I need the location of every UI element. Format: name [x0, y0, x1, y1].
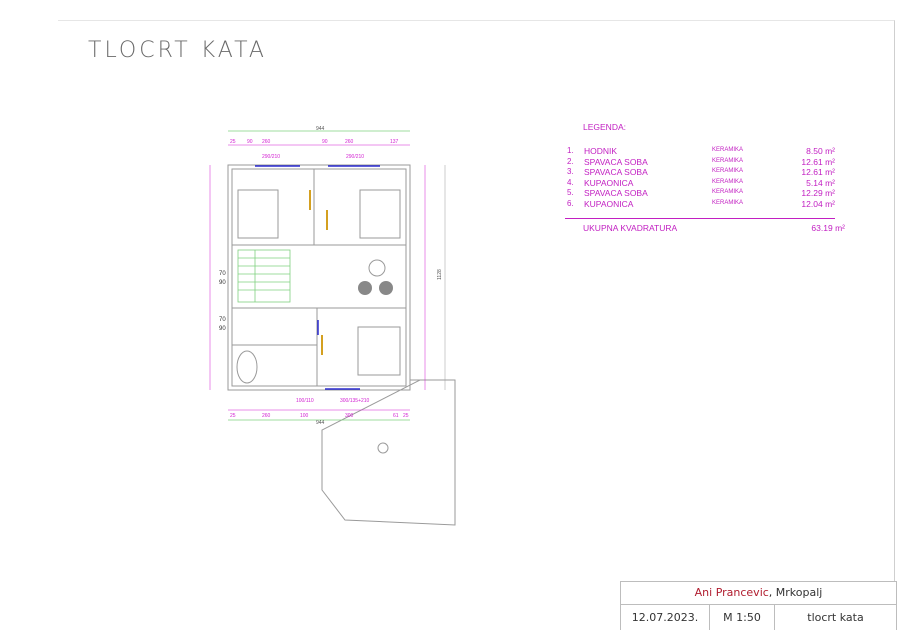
room-number: 4.	[567, 177, 574, 187]
bed	[237, 189, 279, 239]
sheet-name: tlocrt kata	[807, 611, 864, 624]
date: 12.07.2023.	[621, 605, 710, 630]
legend-row: 3. SPAVACA SOBA KERAMIKA 12.61 m²	[565, 167, 835, 177]
legend-row: 2. SPAVACA SOBA KERAMIKA 12.61 m²	[565, 157, 835, 167]
room-area: 12.29 m²	[801, 188, 835, 198]
room-name: SPAVACA SOBA	[584, 188, 648, 198]
room-material: KERAMIKA	[712, 168, 744, 174]
legend-row: 1. HODNIK KERAMIKA 8.50 m²	[565, 146, 835, 156]
room-area: 12.61 m²	[801, 167, 835, 177]
room-material: KERAMIKA	[712, 178, 744, 185]
side-label: 70	[219, 271, 226, 277]
dimension-label: 260	[262, 139, 271, 145]
dimension-label: 100	[300, 413, 309, 419]
bed	[359, 189, 401, 239]
room-name: HODNIK	[584, 146, 618, 156]
overall-height: 1128	[437, 269, 443, 280]
room-number: 6.	[567, 198, 574, 208]
room-number: 3.	[567, 167, 574, 176]
legend-total-label: UKUPNA KVADRATURA	[583, 223, 678, 233]
armchairs	[358, 281, 393, 295]
dimension-label: 260	[345, 139, 354, 145]
room-area: 12.04 m²	[801, 198, 835, 209]
window-label: 100/110	[296, 398, 314, 404]
bed	[357, 326, 401, 376]
room-material: KERAMIKA	[712, 147, 744, 153]
room-area: 12.61 m²	[801, 156, 835, 167]
legend-total-area: 63.19 m²	[811, 223, 845, 233]
page-frame	[58, 20, 895, 581]
room-material: KERAMIKA	[712, 199, 744, 206]
dimension-label: 90	[247, 139, 253, 145]
room-name: SPAVACA SOBA	[584, 156, 648, 167]
stairs	[237, 249, 291, 303]
legend-divider	[565, 218, 835, 219]
room-number: 1.	[567, 146, 574, 155]
window-label: 290/210	[346, 154, 364, 160]
room-name: KUPAONICA	[584, 198, 634, 209]
author-name: Ani Prancevic	[694, 586, 769, 599]
doors	[309, 190, 328, 355]
dimension-label: 61	[393, 413, 399, 419]
room-name: KUPAONICA	[584, 177, 634, 188]
room-name: SPAVACA SOBA	[584, 167, 648, 177]
title-block-author-row: Ani Prancevic, Mrkopalj	[621, 582, 896, 605]
legend-row: 4. KUPAONICA KERAMIKA 5.14 m²	[565, 178, 835, 188]
dimension-label: 137	[390, 139, 399, 145]
inner-wall	[231, 168, 407, 387]
bathtub	[236, 350, 258, 384]
window-label: 290/210	[262, 154, 280, 160]
dimension-label: 25	[403, 413, 409, 419]
overall-width-bottom: 944	[316, 420, 325, 426]
room-number: 5.	[567, 188, 574, 197]
table	[368, 259, 386, 277]
overall-width: 944	[316, 126, 325, 132]
window-label: 300/135+210	[340, 398, 370, 404]
terrace-plant	[377, 442, 389, 454]
dimension-label: 25	[230, 139, 236, 145]
room-number: 2.	[567, 156, 574, 166]
side-label: 90	[219, 280, 226, 286]
room-material: KERAMIKA	[712, 157, 744, 164]
room-material: KERAMIKA	[712, 189, 744, 195]
page-title: TLOCRT KATA	[88, 38, 267, 63]
scale: M 1:50	[710, 605, 775, 630]
side-label: 90	[219, 326, 226, 332]
outer-wall	[227, 164, 411, 391]
dimension-label: 300	[345, 413, 354, 419]
legend-row: 5. SPAVACA SOBA KERAMIKA 12.29 m²	[565, 188, 835, 198]
location: , Mrkopalj	[768, 586, 823, 599]
legend-row: 6. KUPAONICA KERAMIKA 12.04 m²	[565, 199, 835, 209]
dimension-label: 260	[262, 413, 271, 419]
windows	[255, 165, 380, 390]
room-area: 5.14 m²	[806, 177, 835, 188]
title-block: Ani Prancevic, Mrkopalj 12.07.2023. M 1:…	[620, 581, 897, 630]
dimension-label: 90	[322, 139, 328, 145]
dimension-label: 25	[230, 413, 236, 419]
room-area: 8.50 m²	[806, 146, 835, 156]
legend-heading: LEGENDA:	[583, 122, 626, 132]
side-label: 70	[219, 317, 226, 323]
